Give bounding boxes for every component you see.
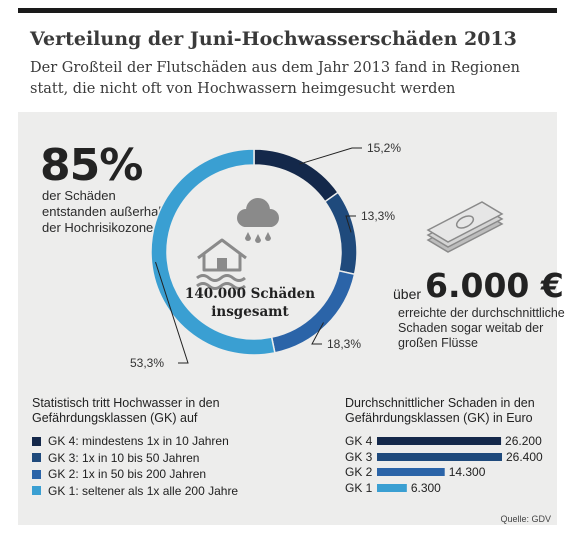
legend-label: GK 1: seltener als 1x alle 200 Jahre [48,483,239,498]
donut-center-label: 140.000 Schäden insgesamt [184,286,316,320]
banknote-icon [426,201,504,253]
legend-label: GK 3: 1x in 10 bis 50 Jahren [48,450,200,465]
legend-title: Statistisch tritt Hochwasser in den Gefä… [32,396,220,425]
slice-label-gk2: 18,3% [327,337,362,351]
legend: GK 4: mindestens 1x in 10 Jahren GK 3: 1… [32,433,238,499]
leader-line-gk3 [345,215,356,233]
bar-gk-2 [377,468,445,476]
bar-gk-1 [377,484,407,492]
bar-chart-title: Durchschnittlicher Schaden in den Gefähr… [345,396,535,425]
bar-category-label: GK 3 [345,450,373,464]
legend-label: GK 2: 1x in 50 bis 200 Jahren [48,467,207,481]
page-title: Verteilung der Juni-Hochwasserschäden 20… [30,28,517,50]
stat-amount: 6.000 € [425,266,564,305]
house-flood-icon [196,238,247,290]
amount-prefix: über [393,286,422,302]
legend-swatch [32,453,41,462]
legend-item-gk3: GK 3: 1x in 10 bis 50 Jahren [32,450,238,466]
rain-cloud-icon [237,198,279,243]
leader-line-gk4 [299,147,362,165]
donut-slices [150,148,358,356]
bar-category-label: GK 1 [345,481,373,495]
stat-percentage: 85% [40,140,143,191]
bar-category-label: GK 2 [345,465,373,479]
bar-value-label: 26.400 [506,450,543,464]
page-subtitle: Der Großteil der Flutschäden aus dem Jah… [30,60,520,97]
legend-swatch [32,436,41,446]
leader-line-gk1 [155,261,189,364]
bar-group: GK 4 26.200 GK 3 26.400 GK 2 14.300 GK 1 6.300 [345,434,543,495]
source-note: Quelle: GDV [500,514,551,524]
bar-gk-3 [377,453,502,461]
legend-item-gk4: GK 4: mindestens 1x in 10 Jahren [32,433,238,449]
legend-label: GK 4: mindestens 1x in 10 Jahren [48,434,229,448]
bar-value-label: 14.300 [449,465,486,479]
donut-slice-gk1 [150,148,276,356]
top-rule [18,8,557,13]
bar-gk-4 [377,437,502,445]
slice-label-gk3: 13,3% [361,209,396,223]
legend-item-gk1: GK 1: seltener als 1x alle 200 Jahre [32,483,238,499]
slice-label-gk4: 15,2% [367,141,402,155]
legend-swatch [32,469,41,479]
bar-category-label: GK 4 [345,434,373,448]
legend-swatch [32,486,41,495]
donut-leaders [155,147,362,364]
bar-value-label: 26.200 [505,434,542,448]
stat-amount-text: erreichte der durchschnitt­liche Schaden… [398,306,565,350]
bar-value-label: 6.300 [411,481,441,495]
stat-percentage-text: der Schäden entstanden außerhalb der Hoc… [42,188,169,235]
legend-item-gk2: GK 2: 1x in 50 bis 200 Jahren [32,466,238,482]
slice-label-gk1: 53,3% [130,356,165,370]
leader-line-gk2 [311,322,324,345]
